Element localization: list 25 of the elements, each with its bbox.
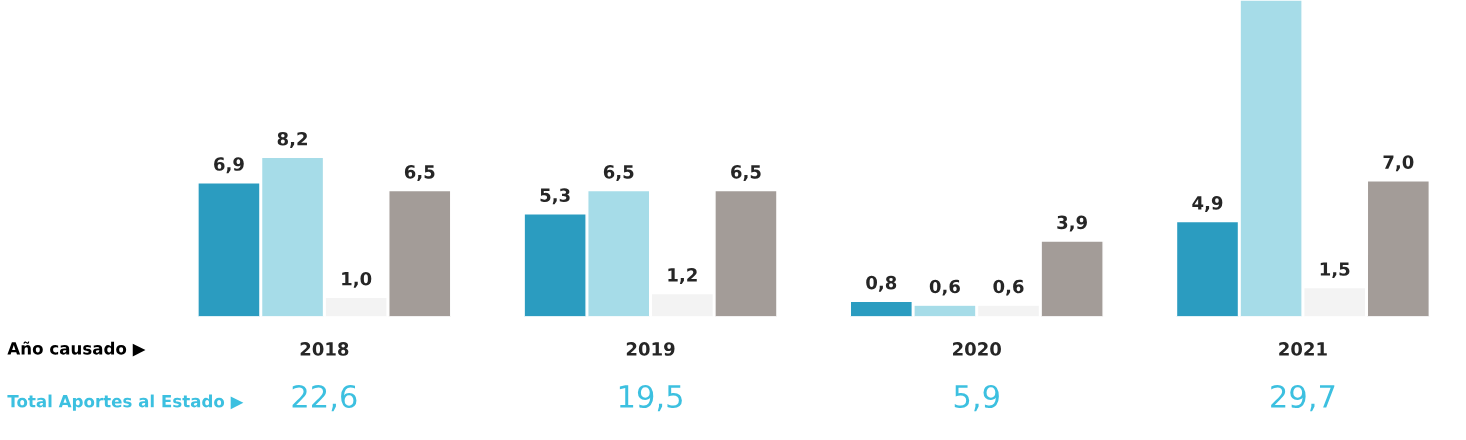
data-label: 6,5: [603, 165, 634, 181]
x-tick-label: 2018: [300, 342, 349, 356]
data-label: 4,9: [1192, 196, 1223, 213]
text: Año causado ▶: [7, 341, 146, 357]
x-tick-label: 2020: [953, 342, 1001, 356]
data-label: 8,2: [277, 131, 307, 148]
total-label: 5,9: [954, 384, 999, 412]
data-label: 7,0: [1383, 155, 1414, 172]
data-label: 0,8: [866, 275, 897, 292]
total-label: 19,5: [619, 384, 682, 412]
data-label: 6,9: [214, 157, 244, 174]
x-tick-label: 2019: [626, 342, 675, 356]
text: Total Aportes al Estado ▶: [7, 394, 244, 411]
data-label: 3,9: [1057, 215, 1087, 232]
data-label: 1,2: [668, 267, 697, 284]
total-label: 22,6: [292, 384, 357, 412]
data-label: 5,3: [540, 188, 570, 205]
data-label: 0,6: [929, 279, 960, 296]
data-label: 6,5: [731, 165, 761, 181]
total-label: 29,7: [1271, 384, 1335, 412]
data-label: 6,5: [404, 165, 435, 181]
data-label: 0,6: [993, 279, 1024, 296]
data-label: 1,5: [1320, 262, 1350, 279]
x-tick-label: 2021: [1279, 342, 1327, 356]
data-label: 1,0: [342, 271, 372, 288]
